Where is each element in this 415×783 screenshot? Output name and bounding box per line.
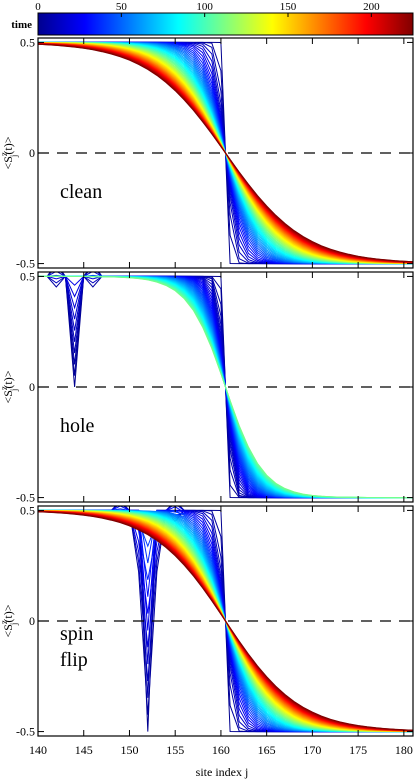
y-axis-label: <Szj(t)>: [0, 370, 19, 403]
y-axis-label: <Szj(t)>: [0, 604, 19, 637]
colorbar-label: time: [11, 19, 32, 31]
y-tick-label: 0: [29, 380, 35, 394]
panel-label: flip: [60, 649, 88, 671]
x-tick-label: 140: [29, 743, 47, 757]
x-tick-label: 165: [258, 743, 276, 757]
x-tick-label: 175: [349, 743, 367, 757]
y-tick-label: 0: [29, 146, 35, 160]
x-tick-label: 145: [75, 743, 93, 757]
y-tick-label: 0.5: [20, 269, 35, 283]
panels: -0.5 0 0.5 <Szj(t)> clean -0.5 0 0.5 <Szj(t)> hol…: [0, 35, 414, 757]
colorbar-tick-label: 150: [280, 1, 297, 13]
colorbar-tick-label: 0: [35, 1, 41, 13]
panel-3: 140 145 150 155 160 165 170 175 180 -0.5 0 0.5 <Szj(…: [0, 503, 414, 757]
colorbar-tick-label: 50: [116, 1, 128, 13]
y-tick-label: 0.5: [20, 503, 35, 517]
series-line: [38, 43, 413, 263]
x-tick-label: 160: [212, 743, 230, 757]
y-tick-label: -0.5: [16, 725, 35, 739]
x-tick-label: 180: [395, 743, 413, 757]
y-tick-label: 0.5: [20, 35, 35, 49]
panel-label: spin: [60, 623, 93, 645]
panel-label: clean: [60, 181, 102, 203]
panel-label: hole: [60, 415, 95, 437]
y-tick-label: 0: [29, 614, 35, 628]
panel-2: -0.5 0 0.5 <Szj(t)> hole: [0, 269, 414, 505]
x-tick-label: 150: [120, 743, 138, 757]
series-line: [38, 511, 413, 731]
colorbar-gradient: [37, 12, 414, 36]
x-axis-label: site index j: [196, 765, 249, 779]
colorbar-tick-label: 100: [196, 1, 213, 13]
y-axis-label: <Szj(t)>: [0, 136, 19, 169]
plot-area: [38, 41, 413, 265]
y-tick-label: -0.5: [16, 257, 35, 271]
panel-1: -0.5 0 0.5 <Szj(t)> clean: [0, 35, 414, 271]
plot-area: [38, 506, 413, 733]
plot-area: [38, 272, 413, 499]
y-tick-label: -0.5: [16, 491, 35, 505]
series-line: [38, 275, 413, 499]
colorbar-tick-label: 200: [363, 1, 380, 13]
x-tick-label: 155: [166, 743, 184, 757]
x-tick-label: 170: [303, 743, 321, 757]
